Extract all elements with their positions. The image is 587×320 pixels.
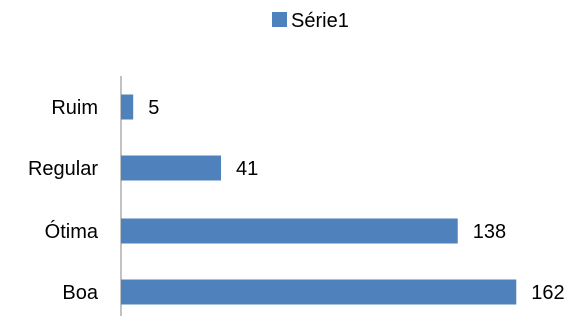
category-label-boa: Boa [62, 282, 98, 304]
bar-boa [121, 279, 517, 305]
data-label-boa: 162 [531, 282, 564, 304]
legend-label: Série1 [291, 10, 349, 32]
bar-regular [121, 155, 222, 181]
data-label-ruim: 5 [148, 97, 159, 119]
data-label-ótima: 138 [473, 221, 506, 243]
category-labels: Ruim Regular Ótima Boa [28, 97, 99, 304]
data-labels: 5 41 138 162 [148, 97, 564, 304]
data-label-regular: 41 [236, 158, 258, 180]
bar-ótima [121, 218, 458, 244]
legend-swatch [272, 12, 287, 27]
category-label-ruim: Ruim [51, 97, 98, 119]
bars-group [121, 94, 517, 305]
category-label-regular: Regular [28, 158, 98, 180]
legend: Série1 [272, 10, 349, 32]
bar-ruim [121, 94, 134, 120]
category-label-ótima: Ótima [45, 220, 99, 243]
